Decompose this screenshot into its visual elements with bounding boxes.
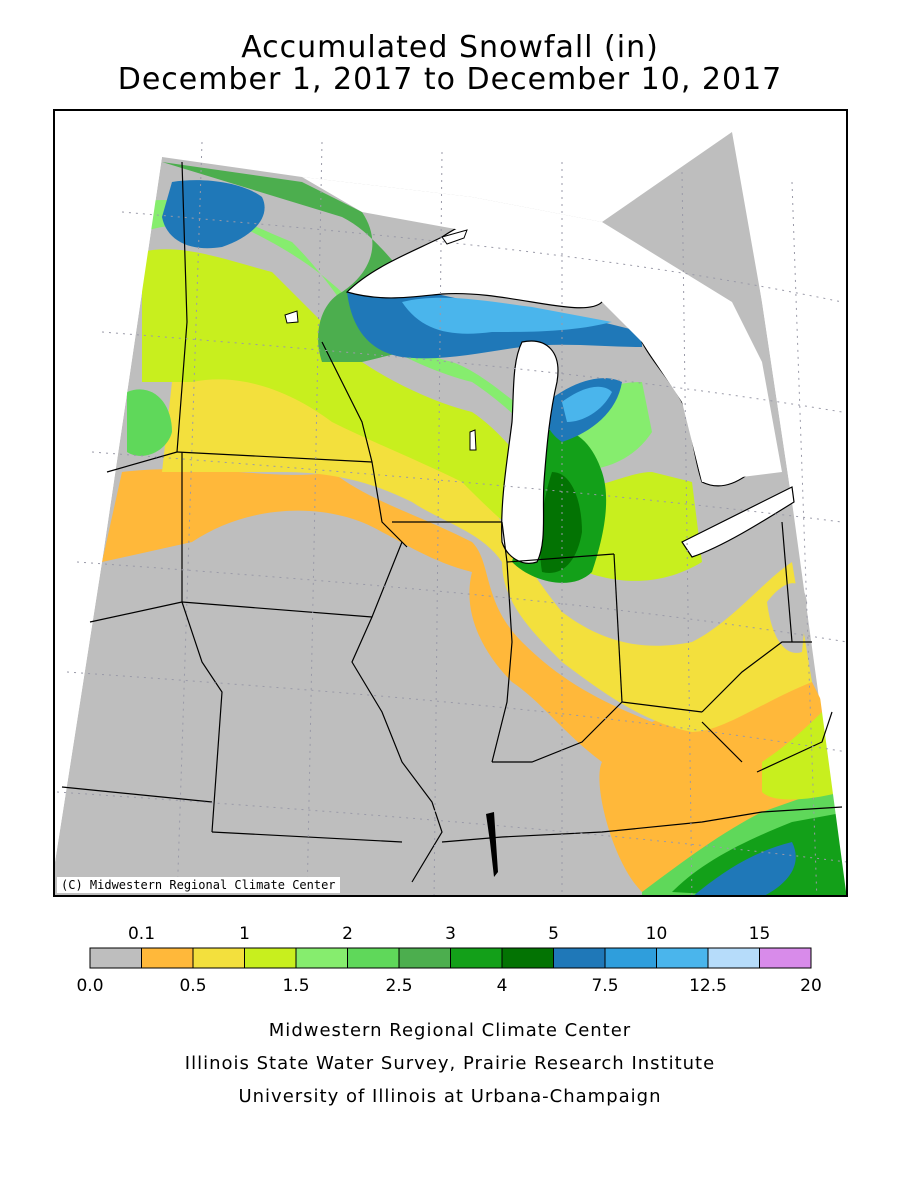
legend-bottom-label: 0.5	[179, 976, 206, 996]
legend-swatches	[89, 947, 812, 969]
credit-line-1: Midwestern Regional Climate Center	[268, 1020, 632, 1041]
lake-michigan	[501, 340, 559, 564]
legend-swatch	[244, 947, 297, 969]
legend-top-label: 10	[646, 924, 668, 944]
snow-band-blue-mn	[162, 180, 265, 249]
legend-swatch	[141, 947, 194, 969]
legend-swatch	[604, 947, 657, 969]
legend-swatch	[501, 947, 554, 969]
snow-band-verydarkgreen-michigan	[540, 472, 582, 573]
legend-swatch	[347, 947, 400, 969]
outside-region-left	[55, 111, 162, 862]
snow-band-orange	[102, 469, 842, 892]
map-title: Accumulated Snowfall (in)	[241, 30, 659, 65]
legend-swatch	[295, 947, 348, 969]
snow-band-gray-east	[767, 583, 807, 653]
color-legend: 0.1 1 2 3 5 10 15 0.0 0.5 1.5 2.5 4 7.5 12.5 20	[76, 924, 821, 996]
snow-band-lightblue-superior	[402, 297, 612, 334]
map-copyright: (C) Midwestern Regional Climate Center	[57, 877, 340, 893]
legend-swatch	[656, 947, 709, 969]
legend-bottom-label: 2.5	[385, 976, 412, 996]
legend-bottom-label: 0.0	[76, 976, 103, 996]
lake-winnebago	[469, 429, 477, 451]
snow-band-blue-se	[694, 842, 796, 895]
credit-line-3: University of Illinois at Urbana-Champai…	[238, 1086, 662, 1107]
legend-bottom-labels: 0.0 0.5 1.5 2.5 4 7.5 12.5 20	[76, 976, 821, 996]
lake-erie	[681, 486, 795, 558]
legend-swatch	[398, 947, 451, 969]
canada-region	[302, 177, 782, 482]
legend-swatch	[707, 947, 760, 969]
legend-swatch	[450, 947, 503, 969]
legend-swatch	[192, 947, 245, 969]
legend-bottom-label: 1.5	[282, 976, 309, 996]
graticule	[56, 141, 846, 895]
legend-top-label: 0.1	[128, 924, 155, 944]
snowfall-map: (C) Midwestern Regional Climate Center	[53, 109, 848, 897]
snow-band-yellow	[162, 373, 812, 732]
legend-swatch	[759, 947, 812, 969]
legend-bottom-label: 4	[497, 976, 508, 996]
legend-top-label: 5	[548, 924, 559, 944]
kentucky-lake	[486, 812, 498, 877]
map-date-range: December 1, 2017 to December 10, 2017	[117, 62, 783, 97]
legend-bottom-label: 20	[800, 976, 822, 996]
credit-line-2: Illinois State Water Survey, Prairie Res…	[184, 1053, 716, 1074]
legend-top-labels: 0.1 1 2 3 5 10 15	[128, 924, 770, 944]
legend-top-label: 1	[239, 924, 250, 944]
legend-swatch	[89, 947, 142, 969]
outside-region	[55, 111, 846, 892]
legend-top-label: 3	[445, 924, 456, 944]
map-canvas	[55, 111, 846, 895]
legend-top-label: 2	[342, 924, 353, 944]
legend-bottom-label: 7.5	[591, 976, 618, 996]
snow-band-green-left	[127, 389, 172, 456]
state-borders	[61, 161, 843, 883]
legend-top-label: 15	[749, 924, 771, 944]
legend-bottom-label: 12.5	[689, 976, 727, 996]
lake-red	[284, 310, 299, 324]
snow-band-lightblue-michigan	[562, 386, 612, 422]
snow-band-lightgreen	[142, 200, 652, 472]
isle-royale	[441, 229, 468, 245]
legend-swatch	[553, 947, 606, 969]
